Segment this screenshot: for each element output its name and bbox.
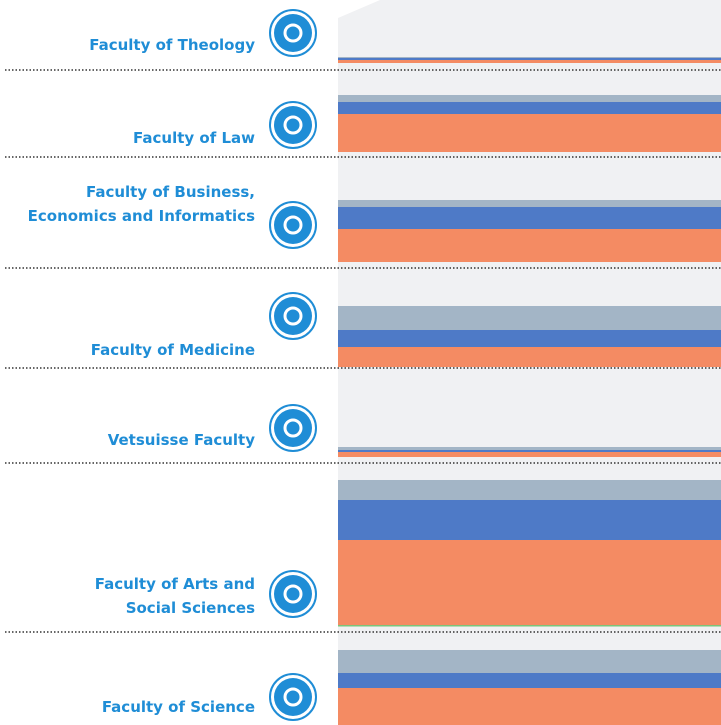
band-edge xyxy=(338,625,721,627)
band xyxy=(338,452,721,457)
band xyxy=(338,480,721,500)
icon-disc xyxy=(274,206,312,244)
band xyxy=(338,673,721,688)
band xyxy=(338,114,721,152)
band xyxy=(338,102,721,114)
faculty-icon xyxy=(269,101,317,149)
icon-disc xyxy=(274,14,312,52)
faculty-icon xyxy=(269,201,317,249)
faculty-label: Social Sciences xyxy=(126,599,255,617)
icon-disc xyxy=(274,297,312,335)
band xyxy=(338,347,721,367)
faculty-label: Faculty of Arts and xyxy=(95,575,255,593)
faculty-icon xyxy=(269,9,317,57)
icon-glyph xyxy=(283,306,303,326)
faculty-label: Economics and Informatics xyxy=(28,207,255,225)
band xyxy=(338,95,721,102)
icon-disc xyxy=(274,678,312,716)
band xyxy=(338,500,721,540)
icon-disc xyxy=(274,575,312,613)
icon-glyph xyxy=(283,418,303,438)
icon-disc xyxy=(274,409,312,447)
faculty-icon xyxy=(269,292,317,340)
faculty-label: Faculty of Law xyxy=(133,129,255,147)
band xyxy=(338,200,721,207)
faculty-label: Vetsuisse Faculty xyxy=(108,431,256,449)
band xyxy=(338,58,721,60)
icon-glyph xyxy=(283,23,303,43)
faculty-label: Faculty of Business, xyxy=(86,183,255,201)
band xyxy=(338,60,721,63)
band xyxy=(338,306,721,330)
band xyxy=(338,330,721,347)
icon-glyph xyxy=(283,687,303,707)
icon-glyph xyxy=(283,115,303,135)
faculty-label: Faculty of Medicine xyxy=(91,341,255,359)
faculty-label: Faculty of Theology xyxy=(89,36,255,54)
band xyxy=(338,57,721,58)
icon-disc xyxy=(274,106,312,144)
icon-glyph xyxy=(283,215,303,235)
faculty-icon xyxy=(269,404,317,452)
band xyxy=(338,207,721,229)
faculty-label: Faculty of Science xyxy=(102,698,255,716)
band xyxy=(338,229,721,262)
band xyxy=(338,447,721,450)
band xyxy=(338,650,721,673)
rows: Faculty of Theology Faculty of Law Faculty… xyxy=(5,9,721,725)
band xyxy=(338,688,721,725)
faculty-icon xyxy=(269,570,317,618)
band xyxy=(338,540,721,625)
band xyxy=(338,450,721,452)
icon-glyph xyxy=(283,584,303,604)
faculty-icon xyxy=(269,673,317,721)
